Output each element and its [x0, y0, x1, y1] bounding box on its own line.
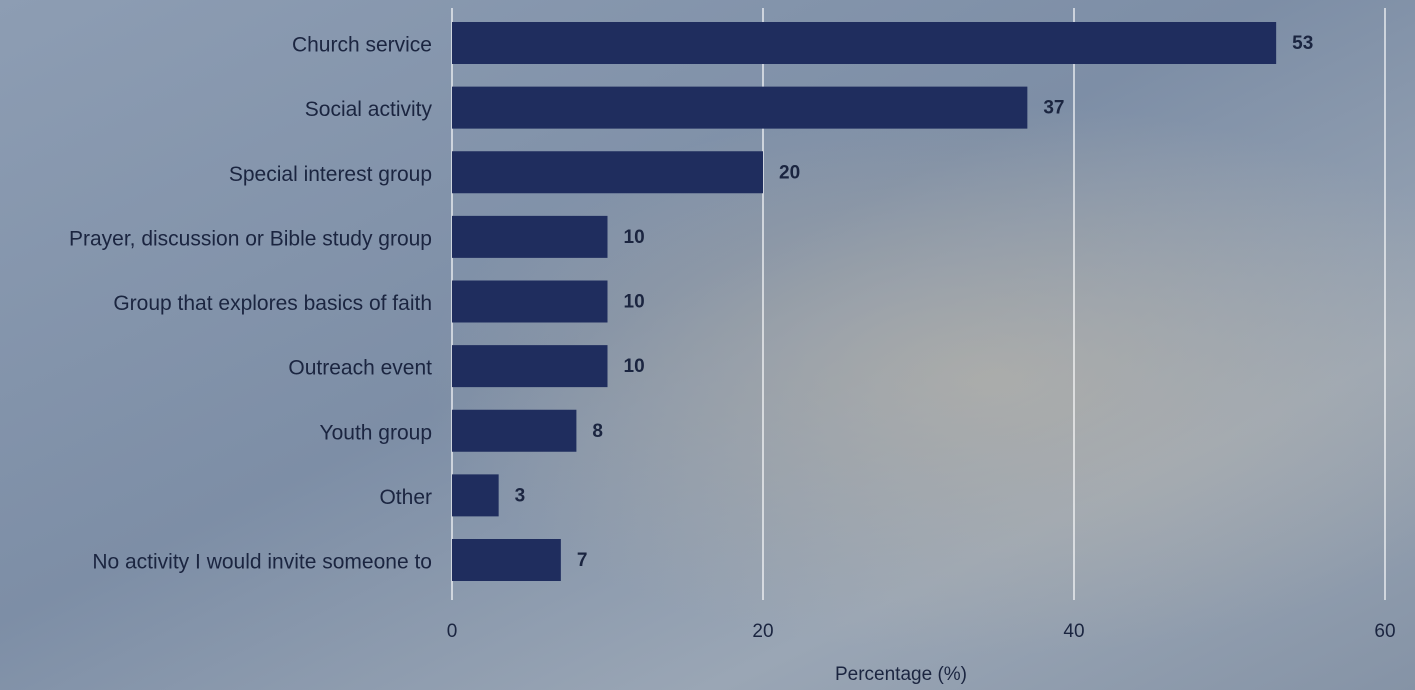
- x-tick-label: 40: [1063, 621, 1084, 642]
- data-label: 3: [515, 485, 526, 506]
- data-label: 37: [1043, 98, 1064, 119]
- data-label: 10: [624, 356, 645, 377]
- data-label: 53: [1292, 33, 1313, 54]
- x-tick-label: 60: [1374, 621, 1395, 642]
- bar: [452, 280, 608, 323]
- y-tick-label: Group that explores basics of faith: [113, 292, 432, 315]
- bar: [452, 215, 608, 258]
- y-tick-label: Youth group: [320, 421, 433, 444]
- bar: [452, 474, 499, 517]
- bar: [452, 409, 577, 452]
- y-tick-label: No activity I would invite someone to: [92, 551, 432, 574]
- x-axis-title: Percentage (%): [835, 664, 967, 685]
- x-tick-label: 20: [752, 621, 773, 642]
- y-tick-label: Special interest group: [229, 163, 432, 186]
- bar: [452, 345, 608, 388]
- data-label: 7: [577, 550, 588, 571]
- data-label: 8: [592, 421, 603, 442]
- bar: [452, 22, 1277, 64]
- bar: [452, 539, 561, 581]
- data-label: 20: [779, 162, 800, 183]
- y-tick-label: Other: [379, 486, 432, 509]
- data-label: 10: [624, 292, 645, 313]
- data-label: 10: [624, 227, 645, 248]
- y-tick-label: Church service: [292, 34, 432, 57]
- x-tick-label: 0: [447, 621, 458, 642]
- y-tick-label: Prayer, discussion or Bible study group: [69, 227, 432, 250]
- y-tick-label: Outreach event: [288, 357, 432, 380]
- y-tick-label: Social activity: [305, 98, 433, 121]
- bar: [452, 151, 763, 194]
- bar: [452, 86, 1028, 129]
